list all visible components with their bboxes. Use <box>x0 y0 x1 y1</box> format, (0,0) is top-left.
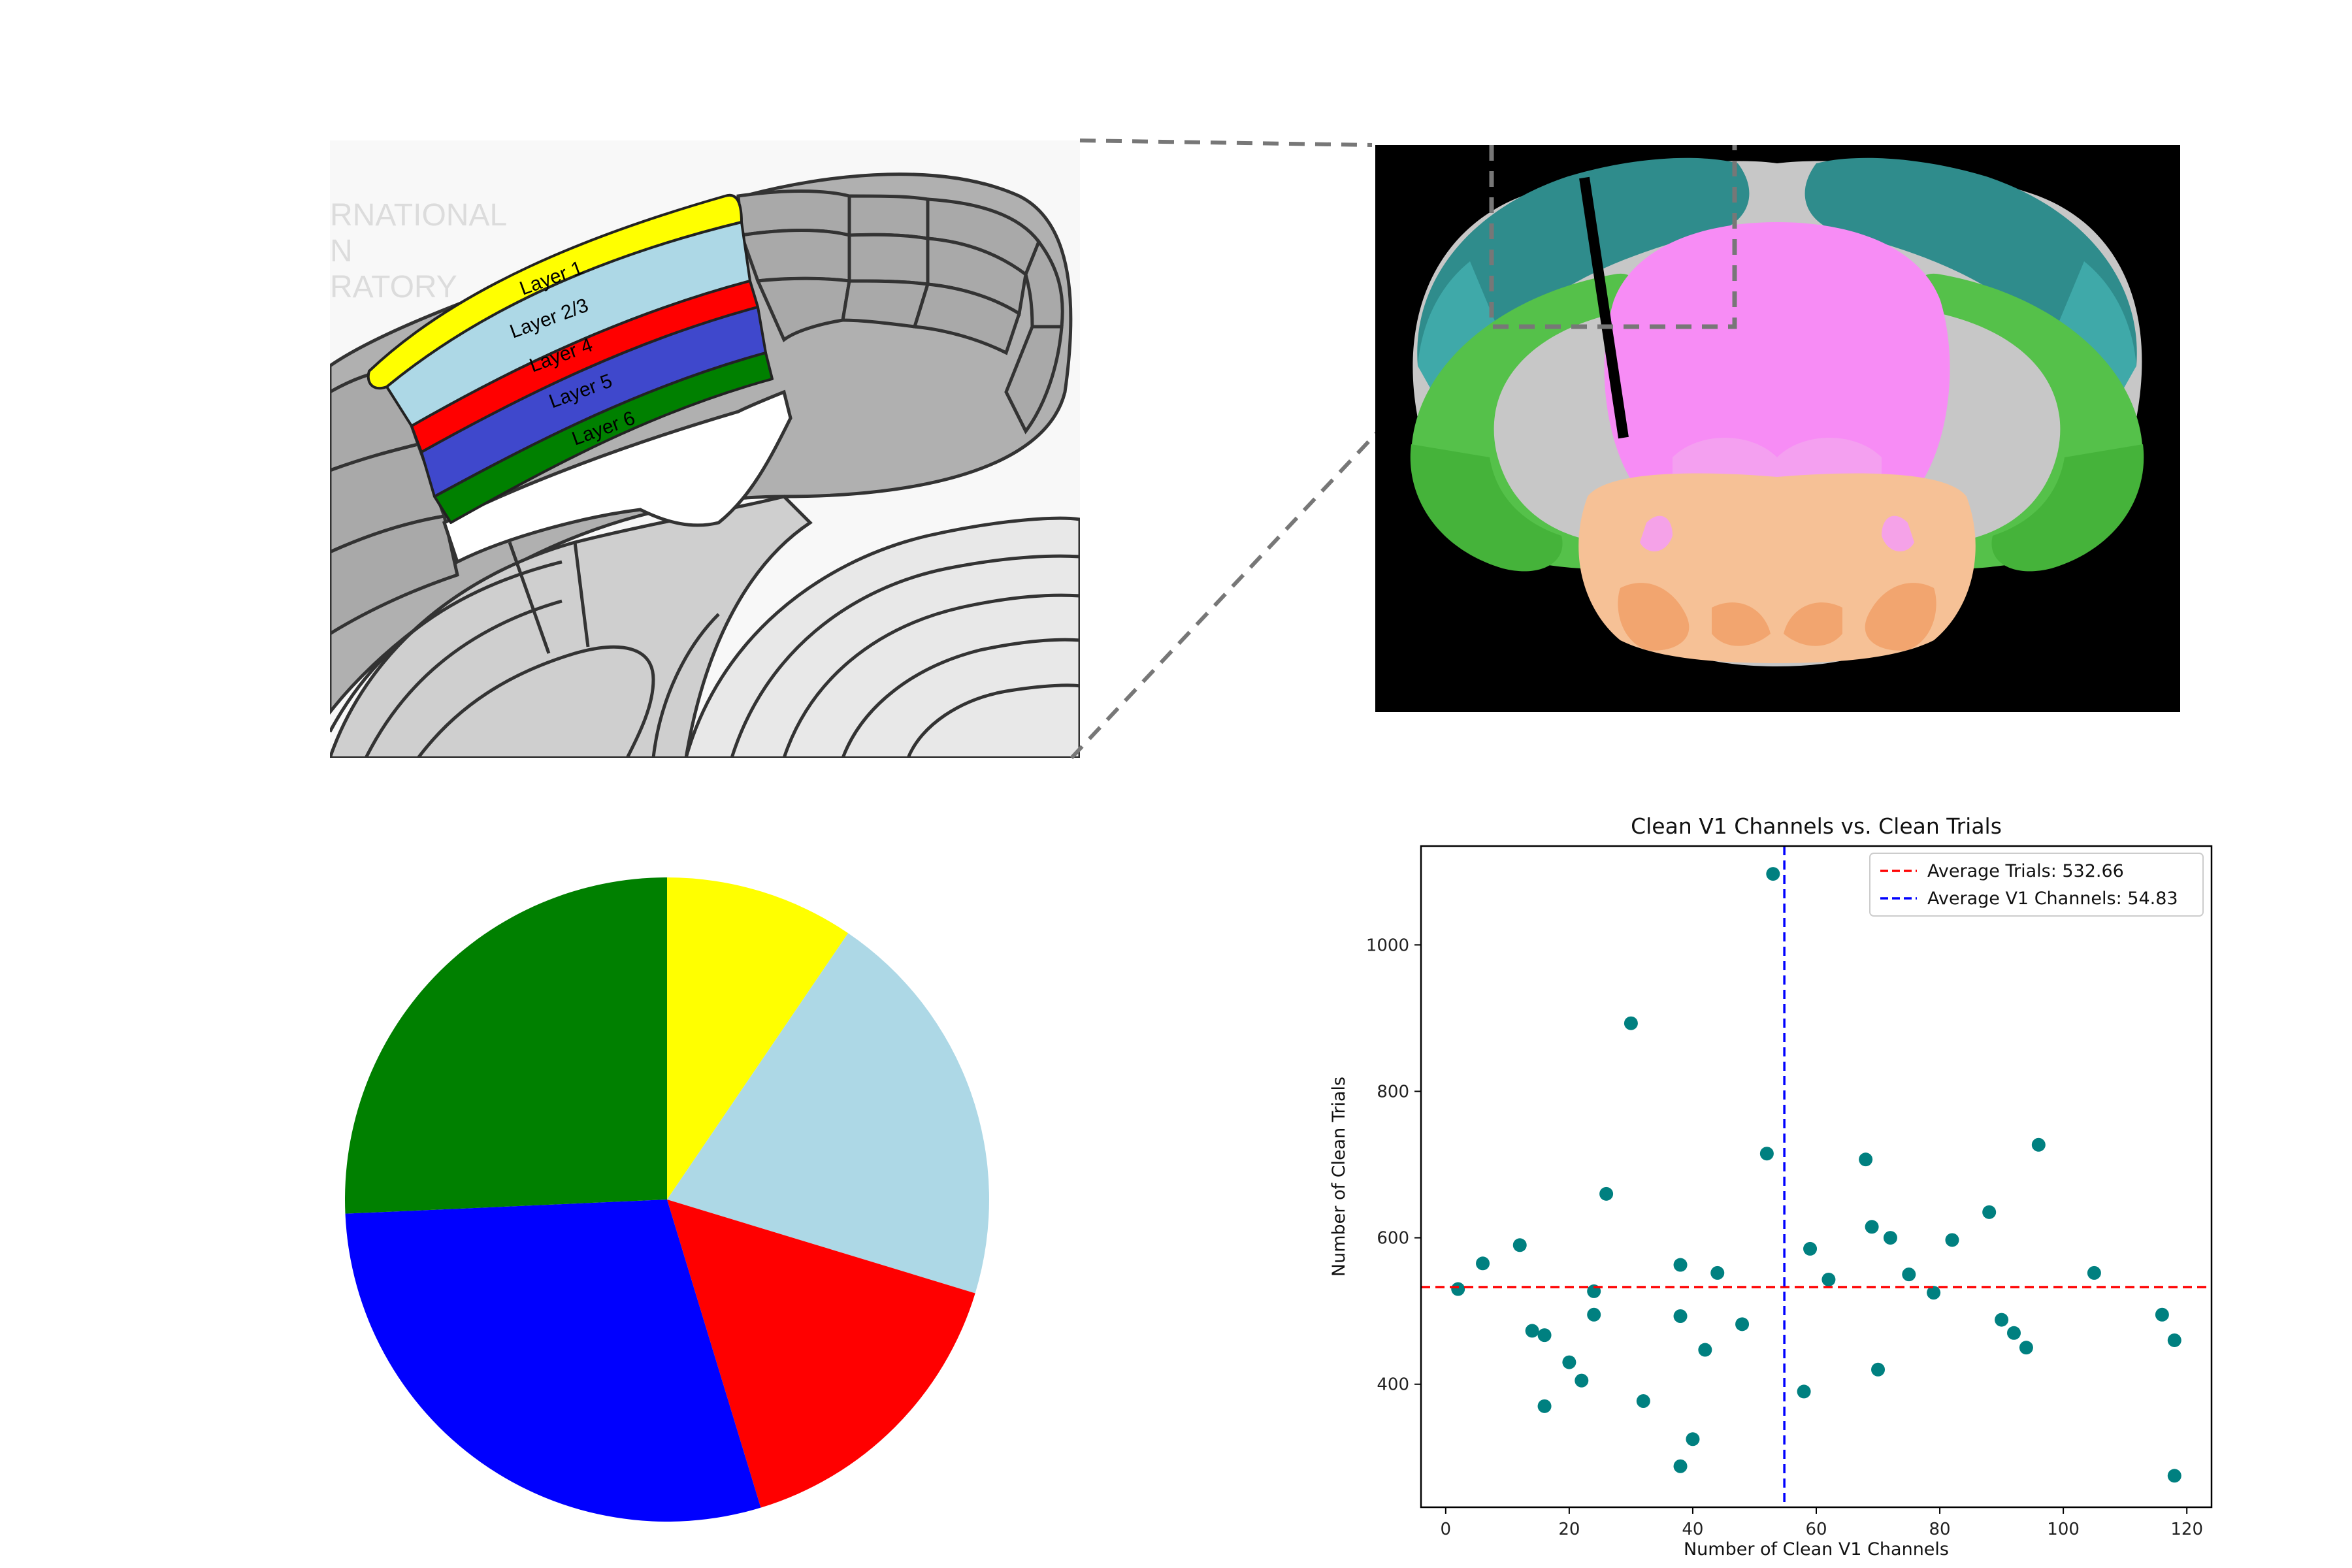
scatter-point <box>1945 1233 1959 1247</box>
pie-slice-5 <box>345 877 667 1214</box>
scatter-point <box>2019 1341 2033 1355</box>
zoom-connectors <box>1070 139 1478 760</box>
scatter-point <box>1803 1241 1818 1256</box>
watermark-line-2: N <box>330 234 353 269</box>
pie-slice-2 <box>667 933 989 1294</box>
scatter-legend: Average Trials: 532.66 Average V1 Channe… <box>1869 853 2204 917</box>
scatter-point <box>1512 1238 1527 1252</box>
scatter-point <box>1525 1324 1539 1338</box>
layer-6-band <box>433 351 774 524</box>
scatter-point <box>1797 1384 1811 1399</box>
brain-atlas-section <box>1375 145 2180 712</box>
scatter-point <box>2155 1307 2169 1322</box>
x-tick-label: 40 <box>1682 1520 1703 1539</box>
scatter-point <box>1710 1266 1725 1280</box>
y-tick-label: 800 <box>1377 1082 1409 1102</box>
y-tick-label: 600 <box>1377 1229 1409 1249</box>
scatter-point <box>1673 1459 1688 1473</box>
scatter-point <box>1902 1267 1916 1282</box>
thalamus <box>1604 222 1950 483</box>
scatter-point <box>1537 1399 1552 1413</box>
scatter-point <box>1871 1362 1886 1377</box>
scatter-point <box>2087 1266 2101 1280</box>
x-tick-label: 120 <box>2170 1520 2203 1539</box>
watermark-line-1: RNATIONAL <box>330 198 507 233</box>
scatter-point <box>1562 1355 1576 1369</box>
x-tick-label: 100 <box>2047 1520 2080 1539</box>
watermark-line-3: RATORY <box>330 270 457 304</box>
scatter-point <box>1673 1258 1688 1272</box>
scatter-point <box>2031 1137 2046 1152</box>
scatter-point <box>1859 1152 1873 1167</box>
scatter-point <box>2007 1326 2021 1340</box>
zoom-box <box>1489 145 1737 329</box>
cortical-layers <box>367 193 774 524</box>
scatter-point <box>1686 1432 1700 1446</box>
scatter-point <box>1735 1317 1750 1331</box>
layer-proportion-pie-chart <box>345 877 989 1522</box>
corpus-callosum <box>442 389 792 564</box>
scatter-point <box>1575 1373 1589 1388</box>
striatum-contours <box>330 542 720 758</box>
scatter-point <box>1821 1272 1836 1286</box>
zoom-connector-bottom <box>1070 325 1478 760</box>
scatter-point <box>1599 1186 1614 1201</box>
watermark: RNATIONAL N RATORY <box>330 198 507 304</box>
legend-label-avg-channels: Average V1 Channels: 54.83 <box>1927 889 2178 909</box>
x-tick-label: 80 <box>1929 1520 1951 1539</box>
scatter-point <box>1766 867 1780 881</box>
pie-slice-3 <box>667 1200 975 1508</box>
scatter-point <box>1673 1309 1688 1323</box>
scatter-point <box>1759 1147 1774 1161</box>
scatter-point <box>1476 1256 1490 1271</box>
pie-slice-4 <box>345 1200 761 1522</box>
legend-box <box>1869 853 2204 917</box>
electrode-track <box>1579 176 1629 439</box>
scatter-point <box>2167 1469 2181 1483</box>
scatter-point <box>1865 1220 1879 1234</box>
scatter-point <box>2167 1333 2181 1347</box>
zoom-connector-top <box>1079 139 1373 147</box>
scatter-point <box>1995 1313 2009 1327</box>
scatter-point <box>1537 1328 1552 1343</box>
scatter-point <box>1698 1343 1712 1357</box>
scatter-point <box>1636 1394 1650 1408</box>
x-tick-label: 0 <box>1441 1520 1452 1539</box>
scatter-point <box>1982 1205 1997 1219</box>
hippocampus-contours <box>730 554 1080 758</box>
y-tick-label: 400 <box>1377 1375 1409 1395</box>
x-tick-label: 60 <box>1805 1520 1827 1539</box>
cortex-left <box>1417 157 1750 418</box>
pie-slice-1 <box>667 877 849 1200</box>
cortex-layer-schematic: RNATIONAL N RATORY <box>330 140 1080 758</box>
scatter-point <box>1883 1231 1897 1245</box>
legend-label-avg-trials: Average Trials: 532.66 <box>1927 861 2124 881</box>
scatter-y-axis-label: Number of Clean Trials <box>1329 1077 1349 1277</box>
scatter-plot: Clean V1 Channels vs. Clean Trials 0 20 40… <box>1329 813 2213 1560</box>
scatter-x-axis-label: Number of Clean V1 Channels <box>1684 1539 1949 1560</box>
scatter-title: Clean V1 Channels vs. Clean Trials <box>1631 813 2002 839</box>
y-tick-label: 1000 <box>1366 936 1409 955</box>
scatter-point <box>1587 1307 1601 1322</box>
scatter-marks <box>1421 846 2212 1507</box>
scatter-point <box>1451 1282 1465 1296</box>
x-tick-label: 20 <box>1558 1520 1580 1539</box>
scatter-point <box>1624 1016 1638 1030</box>
cortex-right <box>1805 157 2137 418</box>
scatter-ticks: 0 20 40 60 80 100 120 400 600 800 1000 <box>1366 936 2203 1539</box>
scatter-point <box>1927 1286 1941 1300</box>
